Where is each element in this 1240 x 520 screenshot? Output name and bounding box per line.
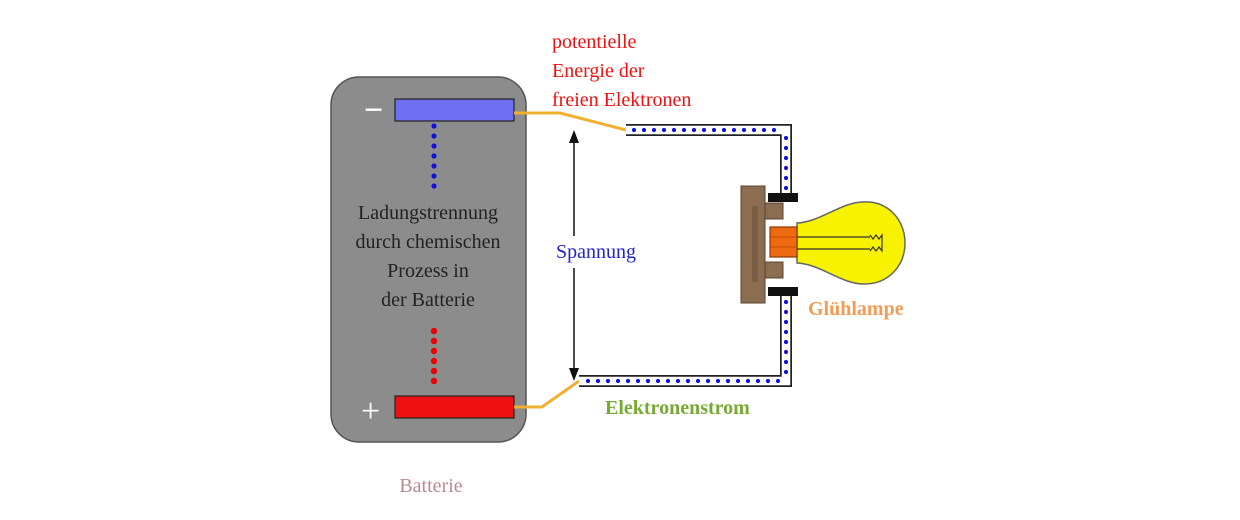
voltage-arrow (569, 130, 579, 381)
bottom-contact (768, 287, 798, 296)
negative-charge-dots (431, 123, 437, 189)
top-lead-wire (514, 111, 627, 132)
bottom-conductor (579, 295, 792, 387)
light-bulb (740, 185, 906, 304)
positive-charge-dots (430, 327, 438, 385)
bottom-lead-wire (514, 379, 580, 409)
process-line-1: Ladungstrennung (358, 202, 498, 224)
battery-process-text: Ladungstrennung durch chemischen Prozess… (356, 202, 501, 311)
process-line-4: der Batterie (381, 289, 475, 311)
bottom-conductor-electrons (585, 299, 789, 384)
battery-caption: Batterie (399, 475, 462, 497)
potential-line-3: freien Elektronen (552, 89, 691, 111)
negative-terminal (394, 98, 515, 122)
positive-terminal (394, 395, 515, 419)
voltage-label: Spannung (556, 241, 636, 263)
electron-current-label: Elektronenstrom (605, 397, 750, 419)
minus-sign: − (364, 92, 383, 129)
potential-energy-label: potentielle Energie der freien Elektrone… (552, 31, 691, 111)
process-line-2: durch chemischen (356, 231, 501, 253)
process-line-3: Prozess in (387, 260, 469, 282)
bulb-glass (796, 201, 906, 285)
battery-body (330, 76, 527, 443)
potential-line-1: potentielle (552, 31, 637, 53)
top-conductor (626, 124, 792, 195)
bulb-base (769, 226, 798, 258)
bulb-filament (797, 233, 883, 253)
potential-line-2: Energie der (552, 60, 645, 82)
top-conductor-electrons (631, 127, 789, 191)
bulb-label: Glühlampe (808, 298, 904, 320)
top-contact (768, 193, 798, 202)
plus-sign: + (361, 393, 380, 430)
